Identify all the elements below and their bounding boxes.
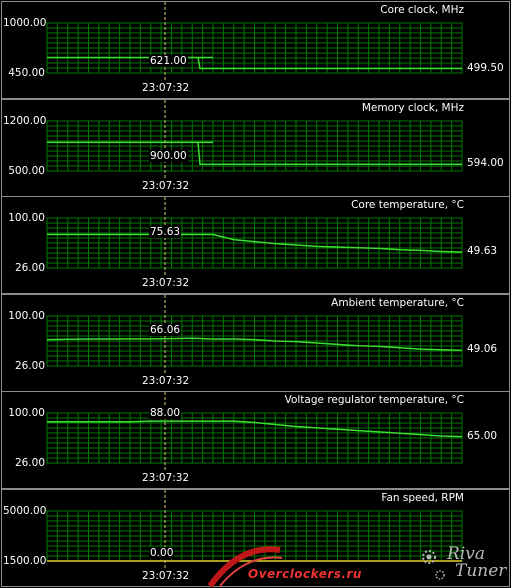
series-line bbox=[47, 233, 463, 253]
rivatuner-logo-riva: Riva bbox=[447, 544, 485, 564]
graph-panel[interactable]: Voltage regulator temperature, °C 100.00 2… bbox=[1, 391, 510, 489]
y-axis-max-label: 5000.00 bbox=[3, 504, 47, 517]
cursor-time-label: 23:07:32 bbox=[141, 277, 191, 289]
cursor-value-label: 900.00 bbox=[149, 149, 188, 162]
graph-title: Fan speed, RPM bbox=[381, 491, 464, 504]
rivatuner-gear-icon bbox=[422, 550, 445, 580]
graph-title: Core clock, MHz bbox=[380, 4, 464, 16]
cursor-time-label: 23:07:32 bbox=[141, 472, 191, 484]
y-axis-max-label: 1200.00 bbox=[3, 114, 47, 127]
y-axis-min-label: 26.00 bbox=[14, 359, 45, 372]
y-axis-min-label: 450.00 bbox=[8, 67, 45, 79]
graph-canvas bbox=[46, 99, 463, 182]
graph-panel[interactable]: Fan speed, RPM 5000.00 1500.00 0.00 23:07:32 bbox=[1, 488, 510, 587]
graph-canvas bbox=[46, 2, 463, 84]
cursor-value-label: 621.00 bbox=[149, 54, 188, 67]
cursor-value-label: 0.00 bbox=[149, 546, 175, 559]
y-axis-max-label: 1000.00 bbox=[3, 17, 47, 29]
current-value-label: 49.63 bbox=[467, 245, 498, 258]
current-value-label: 594.00 bbox=[467, 156, 504, 169]
y-axis-max-label: 100.00 bbox=[8, 309, 45, 322]
cursor-value-label: 66.06 bbox=[149, 324, 182, 337]
series-line bbox=[47, 56, 462, 70]
graph-panel[interactable]: Ambient temperature, °C 100.00 26.00 49.06 6… bbox=[1, 293, 510, 392]
rivatuner-logo-tuner: Tuner bbox=[455, 561, 507, 581]
graph-title: Core temperature, °C bbox=[351, 199, 464, 211]
series-line bbox=[47, 420, 463, 438]
cursor-value-label: 75.63 bbox=[149, 225, 182, 238]
graph-panel[interactable]: Core clock, MHz 1000.00 450.00 499.50 621.00… bbox=[1, 1, 510, 99]
graph-title: Voltage regulator temperature, °C bbox=[284, 394, 464, 406]
graph-title: Ambient temperature, °C bbox=[331, 296, 464, 309]
overclockers-arc-logo bbox=[207, 546, 283, 588]
current-value-label: 65.00 bbox=[467, 429, 498, 442]
graph-canvas bbox=[46, 294, 463, 377]
graph-panel[interactable]: Memory clock, MHz 1200.00 500.00 594.00 900.… bbox=[1, 98, 510, 197]
y-axis-max-label: 100.00 bbox=[8, 407, 45, 419]
y-axis-min-label: 26.00 bbox=[14, 457, 45, 469]
cursor-time-label: 23:07:32 bbox=[141, 374, 191, 387]
graph-canvas bbox=[46, 392, 463, 474]
series-line bbox=[46, 337, 463, 351]
series-line bbox=[47, 141, 462, 165]
graph-title: Memory clock, MHz bbox=[361, 101, 464, 114]
cursor-time-label: 23:07:32 bbox=[141, 569, 191, 582]
y-axis-min-label: 26.00 bbox=[14, 262, 45, 274]
y-axis-max-label: 100.00 bbox=[8, 212, 45, 224]
cursor-time-label: 23:07:32 bbox=[141, 82, 191, 94]
graph-panel[interactable]: Core temperature, °C 100.00 26.00 49.63 75.6… bbox=[1, 196, 510, 294]
cursor-time-label: 23:07:32 bbox=[141, 179, 191, 192]
y-axis-min-label: 500.00 bbox=[8, 164, 45, 177]
current-value-label: 49.06 bbox=[467, 342, 498, 355]
graph-canvas bbox=[46, 197, 463, 279]
overclockers-watermark: Overclockers.ru bbox=[248, 567, 362, 581]
cursor-value-label: 88.00 bbox=[149, 407, 182, 420]
current-value-label: 499.50 bbox=[467, 61, 504, 74]
y-axis-min-label: 1500.00 bbox=[3, 554, 47, 567]
